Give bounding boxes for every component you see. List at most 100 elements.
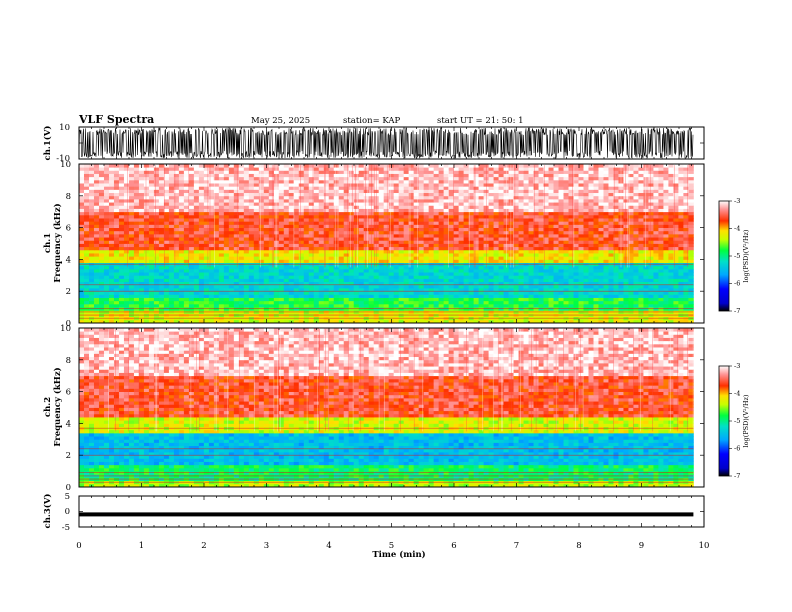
spectrogram-cell [403,246,410,251]
spectrogram-cell [363,300,370,305]
spectrogram-cell [233,288,240,292]
spectrogram-cell [318,227,325,232]
spectrogram-cell [243,281,250,286]
spectrogram-cell [458,278,464,283]
spectrogram-cell [633,253,639,257]
spectrogram-cell [543,268,549,273]
spectrogram-cell [513,211,519,216]
spectrogram-cell [473,281,479,286]
spectrogram-cell [643,211,649,216]
spectrogram-cell [233,268,240,273]
spectrogram-cell [583,288,589,292]
spectrogram-cell [643,256,649,260]
spectrogram-cell [238,237,245,241]
spectrogram-cell [383,275,390,279]
spectrogram-cell [503,300,509,305]
spectrogram-cell [273,288,280,292]
spectrogram-cell [603,240,609,244]
spectrogram-cell [333,214,340,219]
spectrogram-cell [98,243,105,248]
spectrogram-cell [173,243,180,248]
spectrogram-cell [478,288,484,292]
spectrogram-cell [128,198,135,203]
spectrogram-cell [403,249,410,254]
spectrogram-cell [183,288,190,292]
spectrogram-cell [498,202,504,206]
spectrogram-cell [473,288,479,292]
spectrogram-cell [108,218,115,222]
spectrogram-cell [598,237,604,241]
spectrogram-cell [468,214,474,219]
spectrogram-cell [268,288,275,292]
spectrogram-cell [648,272,654,276]
spectrogram-cell [523,218,529,222]
spectrogram-cell [513,288,519,292]
spectrogram-cell [153,249,160,254]
spectrogram-cell [508,300,514,305]
spectrogram-cell [588,284,594,289]
spectrogram-cell [193,303,200,308]
spectrogram-cell [88,205,95,209]
spectrogram-cell [153,281,160,286]
spectrogram-cell [238,249,245,254]
spectrogram-cell [148,237,155,241]
spectrogram-cell [98,233,105,238]
spectrogram-cell [148,268,155,273]
spectrogram-cell [93,294,100,298]
spectrogram-cell [573,227,579,232]
spectrogram-cell [463,214,469,219]
spectrogram-cell [438,202,445,206]
spectrogram-cell [593,288,599,292]
spectrogram-cell [408,319,415,324]
spectrogram-cell [163,208,170,213]
spectrogram-cell [293,246,300,251]
spectrogram-cell [573,249,579,254]
spectrogram-cell [363,249,370,254]
spectrogram-cell [518,202,524,206]
spectrogram-cell [313,265,320,270]
spectrogram-cell [153,224,160,228]
spectrogram-cell [548,214,554,219]
spectrogram-cell [633,246,639,251]
spectrogram-cell [453,198,460,203]
spectrogram-cell [273,243,280,248]
spectrogram-cell [658,259,664,263]
spectrogram-cell [218,202,225,206]
spectrogram-cell [398,214,405,219]
spectrogram-cell [553,268,559,273]
spectrogram-cell [398,230,405,235]
spectrogram-cell [158,278,165,283]
spectrogram-cell [423,272,430,276]
spectrogram-cell [123,202,130,206]
spectrogram-cell [173,195,180,200]
spectrogram-cell [268,233,275,238]
spectrogram-cell [383,221,390,225]
spectrogram-cell [478,265,484,270]
spectrogram-cell [273,246,280,251]
spectrogram-cell [588,265,594,270]
spectrogram-cell [488,249,494,254]
spectrogram-cell [338,272,345,276]
spectrogram-cell [563,202,569,206]
spectrogram-cell [403,284,410,289]
spectrogram-cell [153,198,160,203]
spectrogram-cell [423,265,430,270]
spectrogram-cell [138,303,145,308]
spectrogram-cell [323,237,330,241]
spectrogram-cell [283,256,290,260]
spectrogram-cell [253,259,260,263]
spectrogram-cell [608,259,614,263]
spectrogram-cell [613,297,619,302]
spectrogram-cell [263,294,270,298]
spectrogram-cell [498,259,504,263]
spectrogram-cell [333,224,340,228]
spectrogram-cell [433,278,440,283]
spectrogram-cell [438,278,445,283]
spectrogram-cell [593,205,599,209]
spectrogram-cell [243,268,250,273]
spectrogram-cell [483,281,489,286]
spectrogram-cell [333,319,340,324]
spectrogram-cell [453,233,460,238]
spectrogram-cell [483,268,489,273]
spectrogram-cell [493,243,499,248]
